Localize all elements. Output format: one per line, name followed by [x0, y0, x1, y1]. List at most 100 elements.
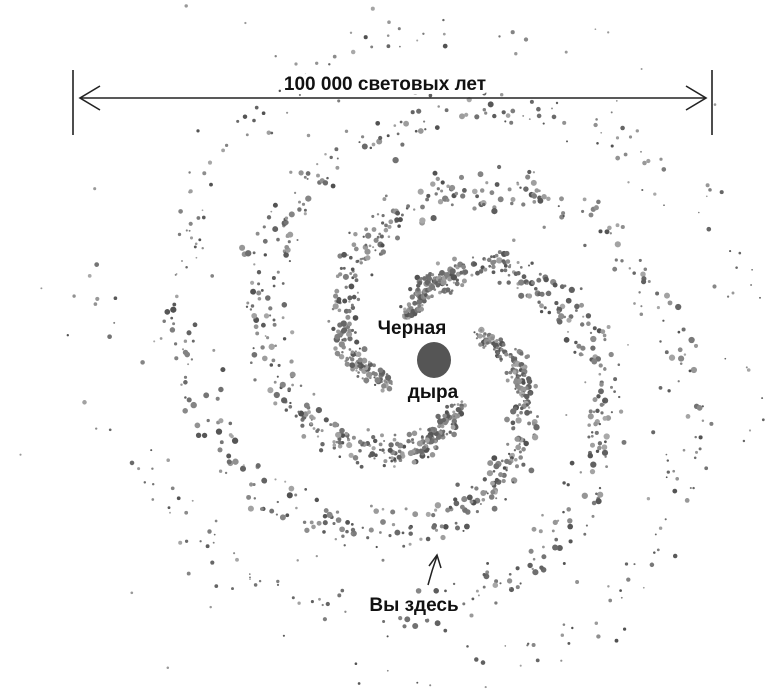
star	[387, 670, 389, 672]
star	[392, 157, 398, 163]
star	[287, 232, 293, 238]
star	[499, 582, 501, 584]
star	[554, 301, 558, 305]
star	[341, 252, 347, 258]
star	[492, 506, 498, 512]
star	[508, 265, 511, 268]
star	[463, 269, 468, 274]
star	[574, 304, 580, 310]
star	[461, 265, 466, 270]
star	[498, 472, 503, 477]
star	[567, 524, 573, 530]
star	[655, 292, 659, 296]
star	[483, 477, 487, 481]
star	[581, 210, 584, 213]
star	[420, 205, 425, 210]
star	[332, 422, 338, 428]
star	[349, 348, 352, 351]
star	[527, 421, 531, 425]
star	[524, 394, 529, 399]
star	[506, 379, 510, 383]
star	[477, 333, 482, 338]
star	[505, 469, 507, 471]
star	[270, 363, 274, 367]
star	[304, 209, 307, 212]
star	[508, 453, 510, 455]
star	[480, 490, 486, 496]
star	[395, 442, 400, 447]
star	[208, 161, 212, 165]
star	[343, 274, 349, 280]
star	[462, 278, 467, 283]
star	[359, 348, 361, 350]
star	[329, 423, 332, 426]
star	[357, 260, 360, 263]
star	[398, 27, 401, 30]
star	[285, 513, 289, 517]
star	[474, 657, 478, 661]
star	[265, 295, 271, 301]
star	[374, 249, 376, 251]
star	[536, 415, 539, 418]
star	[493, 348, 496, 351]
star	[476, 337, 478, 339]
star	[363, 377, 369, 383]
star	[449, 431, 452, 434]
star	[659, 340, 661, 342]
star	[529, 468, 535, 474]
star	[600, 403, 604, 407]
star	[351, 532, 354, 535]
star	[528, 264, 530, 266]
star	[194, 245, 197, 248]
star	[307, 178, 309, 180]
star	[621, 597, 623, 599]
star	[283, 252, 289, 258]
star	[82, 400, 87, 405]
star	[203, 392, 209, 398]
star	[500, 93, 503, 96]
star	[595, 493, 598, 496]
star	[301, 434, 306, 439]
star	[437, 418, 443, 424]
star	[607, 31, 609, 33]
star	[485, 686, 487, 688]
star	[543, 226, 546, 229]
star	[440, 524, 444, 528]
star	[493, 582, 499, 588]
star	[591, 359, 597, 365]
star	[511, 197, 516, 202]
star	[381, 221, 384, 224]
star	[297, 207, 301, 211]
star	[582, 316, 584, 318]
star	[584, 381, 586, 383]
star	[503, 268, 507, 272]
star	[388, 448, 393, 453]
star	[219, 470, 222, 473]
star	[566, 298, 572, 304]
star	[446, 433, 449, 436]
star	[593, 422, 598, 427]
star	[566, 140, 568, 142]
star	[213, 542, 215, 544]
star	[598, 441, 602, 445]
star	[500, 360, 502, 362]
star	[532, 193, 537, 198]
star	[504, 459, 509, 464]
star	[375, 377, 381, 383]
star	[304, 403, 310, 409]
star	[184, 339, 187, 342]
star	[351, 523, 354, 526]
star	[347, 254, 349, 256]
star	[192, 340, 195, 343]
star	[436, 261, 440, 265]
star	[289, 486, 295, 492]
star	[451, 432, 457, 438]
star	[589, 409, 593, 413]
star	[263, 239, 268, 244]
star	[493, 260, 497, 264]
star	[667, 389, 670, 392]
star	[196, 257, 198, 259]
star	[277, 271, 280, 274]
star	[402, 532, 405, 535]
star	[633, 563, 635, 565]
